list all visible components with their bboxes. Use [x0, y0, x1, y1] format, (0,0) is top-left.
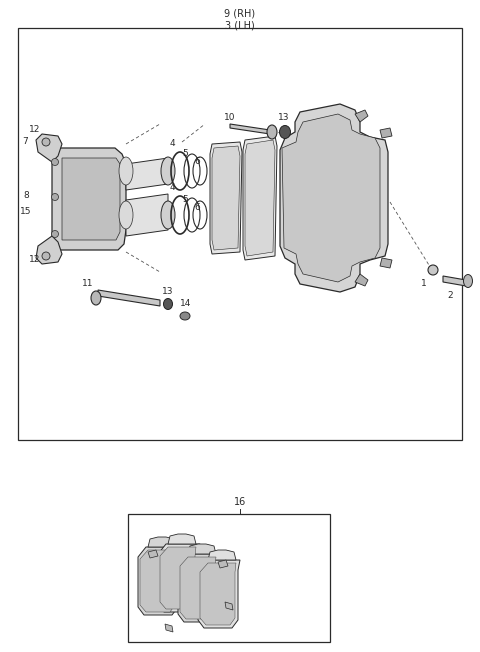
Text: 3 (LH): 3 (LH): [225, 20, 255, 30]
Polygon shape: [138, 547, 180, 615]
Polygon shape: [355, 110, 368, 122]
Polygon shape: [52, 148, 126, 250]
Ellipse shape: [428, 265, 438, 275]
Polygon shape: [126, 194, 168, 236]
Polygon shape: [243, 136, 277, 260]
Polygon shape: [165, 624, 173, 632]
Text: 12: 12: [29, 125, 41, 134]
Polygon shape: [210, 142, 242, 254]
Ellipse shape: [119, 201, 133, 229]
Polygon shape: [160, 547, 196, 609]
Polygon shape: [212, 146, 240, 250]
Text: 6: 6: [194, 158, 200, 166]
Ellipse shape: [180, 312, 190, 320]
Ellipse shape: [161, 201, 175, 229]
Ellipse shape: [267, 125, 277, 139]
Polygon shape: [98, 290, 160, 306]
Ellipse shape: [464, 274, 472, 288]
Polygon shape: [355, 274, 368, 286]
Bar: [128, 514, 330, 642]
Text: 9 (RH): 9 (RH): [225, 9, 255, 19]
Polygon shape: [188, 544, 216, 554]
Polygon shape: [168, 534, 196, 544]
Polygon shape: [380, 258, 392, 268]
Polygon shape: [208, 550, 236, 560]
Text: 4: 4: [169, 140, 175, 149]
Text: 10: 10: [224, 113, 236, 123]
Polygon shape: [158, 544, 200, 612]
Text: 14: 14: [180, 299, 192, 308]
Text: 11: 11: [82, 280, 94, 288]
Ellipse shape: [42, 138, 50, 146]
Text: 13: 13: [278, 113, 290, 123]
Bar: [18, 28, 462, 440]
Polygon shape: [218, 560, 228, 568]
Polygon shape: [198, 560, 240, 628]
Polygon shape: [180, 557, 216, 619]
Text: 16: 16: [234, 497, 246, 507]
Text: 1: 1: [421, 280, 427, 288]
Polygon shape: [200, 563, 236, 625]
Text: 7: 7: [22, 138, 28, 147]
Polygon shape: [62, 158, 120, 240]
Text: 5: 5: [182, 194, 188, 203]
Polygon shape: [126, 158, 168, 190]
Text: 6: 6: [194, 203, 200, 213]
Ellipse shape: [119, 157, 133, 185]
Polygon shape: [380, 128, 392, 138]
Polygon shape: [225, 602, 233, 610]
Polygon shape: [140, 550, 176, 612]
Text: 2: 2: [447, 291, 453, 301]
Ellipse shape: [164, 299, 172, 310]
Polygon shape: [36, 236, 62, 264]
Text: 13: 13: [162, 288, 174, 297]
Polygon shape: [282, 114, 380, 282]
Polygon shape: [245, 140, 275, 256]
Polygon shape: [443, 276, 466, 286]
Ellipse shape: [91, 291, 101, 305]
Text: 5: 5: [182, 149, 188, 158]
Polygon shape: [230, 124, 270, 134]
Polygon shape: [36, 134, 62, 162]
Ellipse shape: [279, 125, 290, 138]
Ellipse shape: [161, 157, 175, 185]
Text: 4: 4: [169, 183, 175, 192]
Ellipse shape: [51, 194, 59, 201]
Text: 15: 15: [20, 207, 32, 216]
Ellipse shape: [51, 158, 59, 166]
Polygon shape: [148, 537, 176, 547]
Text: 12: 12: [29, 256, 41, 265]
Text: 8: 8: [23, 192, 29, 201]
Ellipse shape: [42, 252, 50, 260]
Polygon shape: [148, 550, 158, 558]
Ellipse shape: [51, 231, 59, 237]
Polygon shape: [178, 554, 220, 622]
Polygon shape: [280, 104, 388, 292]
